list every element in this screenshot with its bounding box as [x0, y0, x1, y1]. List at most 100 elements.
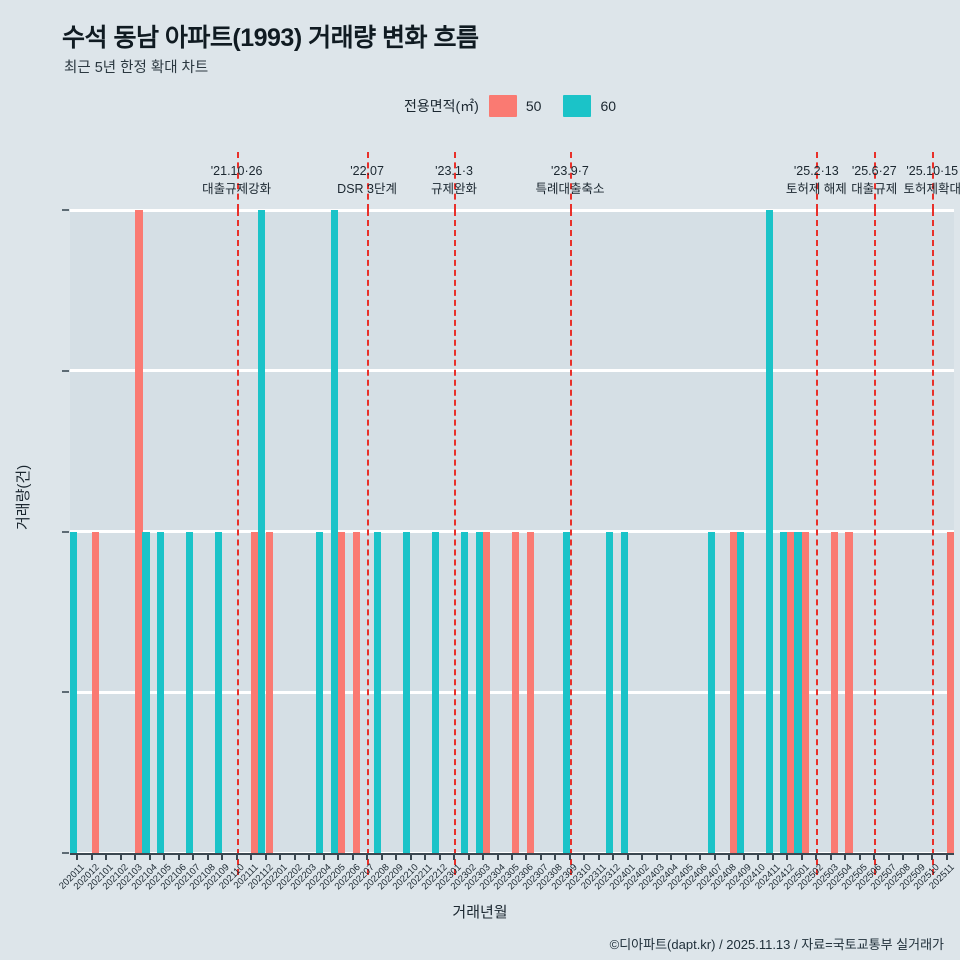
x-tick: [873, 853, 876, 860]
event-name: 대출규제강화: [202, 182, 272, 197]
bar-60-202109[interactable]: [214, 531, 222, 853]
x-tick: [568, 853, 571, 860]
event-label-202506: '25.6·27 대출규제: [851, 162, 897, 198]
x-tick: [641, 853, 644, 860]
bar-60-202112[interactable]: [258, 210, 266, 853]
bar-50-202412[interactable]: [787, 531, 795, 853]
x-tick: [771, 853, 774, 860]
event-line-head-202309: [569, 152, 572, 210]
legend-label-50: 50: [525, 98, 542, 114]
x-axis-label: 거래년월: [452, 904, 508, 921]
event-name: 토허제 해제: [785, 182, 847, 197]
event-line-head-202510: [932, 152, 935, 210]
y-tick-mark: [62, 369, 69, 372]
bar-60-202212[interactable]: [432, 531, 440, 853]
x-tick: [815, 853, 818, 860]
bar-60-202105[interactable]: [156, 531, 165, 853]
bar-50-202504[interactable]: [845, 531, 853, 853]
event-name: 토허제확대: [903, 182, 960, 197]
bar-60-202309[interactable]: [562, 531, 570, 853]
x-tick: [119, 853, 122, 860]
chart-subtitle: 최근 5년 한정 확대 차트: [64, 60, 209, 76]
x-tick: [945, 853, 948, 860]
bar-60-202302[interactable]: [461, 531, 469, 853]
x-tick: [612, 853, 615, 860]
legend-item-50[interactable]: 50: [488, 95, 542, 117]
event-date: '25.10·15: [906, 164, 959, 178]
x-tick: [684, 853, 687, 860]
bar-60-202210[interactable]: [403, 531, 411, 853]
legend: 전용면적(㎡) 50 60: [404, 95, 638, 117]
event-line-202506: [874, 210, 877, 875]
x-tick: [786, 853, 789, 860]
event-date: '23.9·7: [551, 164, 589, 178]
bar-50-202408[interactable]: [729, 531, 737, 853]
plot-area: [69, 208, 955, 855]
x-tick: [525, 853, 528, 860]
bar-50-202112[interactable]: [265, 531, 273, 853]
x-tick: [235, 853, 238, 860]
bar-60-202401[interactable]: [620, 531, 628, 853]
bar-60-202407[interactable]: [707, 531, 715, 853]
x-tick: [467, 853, 470, 860]
bar-50-202305[interactable]: [512, 531, 520, 853]
bar-60-202205[interactable]: [330, 210, 338, 853]
x-tick: [409, 853, 412, 860]
x-tick: [177, 853, 180, 860]
x-tick: [713, 853, 716, 860]
event-line-202110: [236, 210, 239, 875]
footer-credit: ©디아파트(dapt.kr) / 2025.11.13 / 자료=국토교통부 실…: [609, 937, 944, 952]
event-label-202510: '25.10·15 토허제확대: [903, 162, 960, 198]
x-tick: [380, 853, 383, 860]
x-tick: [366, 853, 369, 860]
x-tick: [496, 853, 499, 860]
bar-50-202511[interactable]: [946, 531, 955, 853]
x-tick: [670, 853, 673, 860]
bar-60-202204[interactable]: [316, 531, 324, 853]
bar-60-202409[interactable]: [736, 531, 744, 853]
event-line-202207: [367, 210, 370, 875]
x-tick: [626, 853, 629, 860]
legend-item-60[interactable]: 60: [563, 95, 616, 117]
bar-50-202206[interactable]: [352, 531, 360, 853]
bar-60-202303[interactable]: [475, 531, 483, 853]
event-label-202309: '23.9·7 특례대출축소: [535, 162, 604, 198]
bar-50-202306[interactable]: [526, 531, 534, 853]
x-tick: [583, 853, 586, 860]
bar-60-202501[interactable]: [794, 531, 802, 853]
bar-60-202107[interactable]: [185, 531, 194, 853]
bar-60-202104[interactable]: [142, 531, 150, 853]
x-tick: [148, 853, 151, 860]
bar-50-202501[interactable]: [801, 531, 810, 853]
x-tick: [597, 853, 600, 860]
bar-50-202503[interactable]: [830, 531, 839, 853]
x-tick: [742, 853, 745, 860]
x-tick: [395, 853, 398, 860]
event-line-head-202502: [816, 152, 819, 210]
event-name: 특례대출축소: [535, 182, 605, 197]
bar-50-202205[interactable]: [338, 531, 346, 853]
x-tick: [887, 853, 890, 860]
y-axis-label: 거래량(건): [15, 464, 32, 530]
event-line-202502: [816, 210, 819, 875]
bar-60-202208[interactable]: [374, 531, 382, 853]
bar-50-202012[interactable]: [91, 531, 100, 853]
x-tick: [453, 853, 456, 860]
bar-50-202103[interactable]: [135, 210, 143, 853]
x-tick: [293, 853, 296, 860]
x-tick: [308, 853, 311, 860]
bar-60-202011[interactable]: [69, 531, 78, 853]
bar-50-202111[interactable]: [251, 531, 259, 853]
bar-50-202303[interactable]: [483, 531, 491, 853]
bar-60-202412[interactable]: [780, 531, 788, 853]
gridline: [70, 530, 954, 533]
bar-60-202312[interactable]: [606, 531, 614, 853]
y-tick-mark: [62, 209, 69, 211]
x-tick: [105, 853, 108, 860]
x-tick: [192, 853, 195, 860]
x-tick: [699, 853, 702, 860]
event-label-202301: '23.1·3 규제완화: [431, 162, 477, 198]
x-tick: [250, 853, 253, 860]
event-label-202502: '25.2·13 토허제 해제: [786, 162, 847, 198]
bar-60-202411[interactable]: [765, 210, 773, 853]
